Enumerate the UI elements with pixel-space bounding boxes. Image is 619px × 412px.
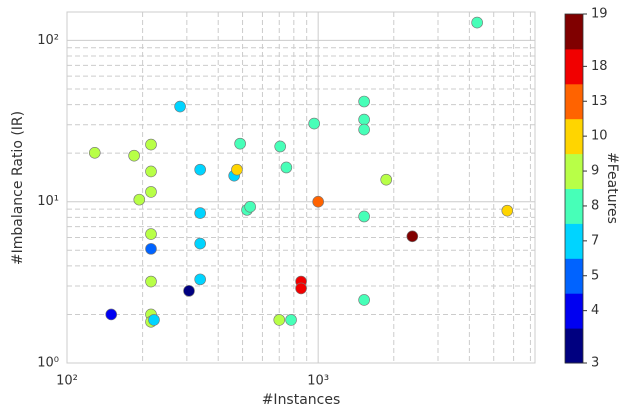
scatter-point <box>145 275 157 288</box>
x-tick-label: 10² <box>56 374 78 389</box>
colorbar-label: #Features <box>604 152 619 224</box>
plot-frame <box>66 11 536 364</box>
x-tick-label: 10³ <box>307 374 329 389</box>
scatter-point <box>471 16 483 29</box>
colorbar-segment <box>565 83 583 120</box>
scatter-point <box>501 204 514 217</box>
y-tick-label: 10² <box>37 33 59 48</box>
scatter-point <box>128 149 140 162</box>
colorbar-tick-label: 8 <box>591 198 599 213</box>
colorbar-tick-label: 5 <box>591 268 599 283</box>
scatter-point <box>231 163 243 176</box>
colorbar-segment <box>565 153 583 189</box>
scatter-point <box>194 207 206 219</box>
scatter-point <box>145 186 157 198</box>
scatter-point <box>234 137 246 150</box>
scatter-point <box>183 285 195 297</box>
scatter-point <box>145 165 157 178</box>
scatter-point <box>105 308 118 321</box>
scatter-point <box>358 95 370 108</box>
scatter-point <box>174 100 186 113</box>
scatter-point <box>312 195 324 208</box>
scatter-point <box>358 294 370 306</box>
colorbar-segment <box>565 328 583 364</box>
colorbar-tick-label: 3 <box>591 356 599 371</box>
scatter-point <box>273 314 286 326</box>
scatter-point <box>380 173 393 186</box>
colorbar-tick-label: 4 <box>591 303 599 318</box>
colorbar-tick-label: 9 <box>591 164 599 179</box>
scatter-point <box>148 314 160 326</box>
scatter-point <box>244 200 256 213</box>
colorbar-tick-label: 7 <box>591 233 599 248</box>
scatter-point <box>358 113 370 126</box>
scatter-point <box>194 237 206 250</box>
colorbar-tick-label: 13 <box>591 94 608 109</box>
colorbar-tick-label: 19 <box>591 7 608 22</box>
scatter-point <box>194 273 206 286</box>
scatter-point <box>358 123 370 136</box>
colorbar-segment <box>565 258 583 294</box>
scatter-point <box>358 210 370 223</box>
colorbar-segment <box>565 293 583 329</box>
scatter-point <box>145 243 157 255</box>
scatter-point <box>194 163 206 176</box>
colorbar-tick-label: 10 <box>591 129 608 144</box>
colorbar-segment <box>565 223 583 259</box>
colorbar-segment <box>565 188 583 224</box>
colorbar-segment <box>565 48 583 85</box>
scatter-point <box>145 138 157 151</box>
scatter-point <box>145 228 157 240</box>
y-tick-label: 10¹ <box>37 194 59 209</box>
colorbar-frame <box>564 13 584 364</box>
scatter-point <box>280 161 293 174</box>
colorbar-segment <box>565 118 583 155</box>
scatter-point <box>295 282 307 295</box>
scatter-point <box>406 230 419 243</box>
scatter-point <box>308 117 320 130</box>
scatter-point <box>133 193 146 206</box>
colorbar-tick-label: 18 <box>591 59 608 74</box>
y-tick-label: 10⁰ <box>37 356 59 371</box>
colorbar-segment <box>565 14 583 50</box>
scatter-point <box>274 140 286 153</box>
scatter-point <box>88 146 101 159</box>
x-axis-label: #Instances <box>262 392 341 408</box>
y-axis-label: #Imbalance Ratio (IR) <box>10 111 26 265</box>
scatter-point <box>285 314 297 326</box>
